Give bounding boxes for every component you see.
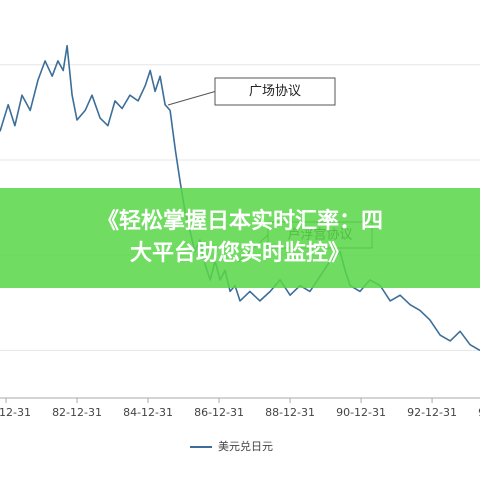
x-tick-label: 84-12-31 <box>123 406 173 419</box>
x-tick-label: 80-12-31 <box>0 406 31 419</box>
banner: 《轻松掌握日本实时汇率：四 大平台助您实时监控》 <box>0 188 480 288</box>
x-tick-label: 86-12-31 <box>194 406 244 419</box>
annotation-leader <box>167 91 216 106</box>
x-tick-label: 94-12-31 <box>478 406 480 419</box>
x-tick-label: 90-12-31 <box>336 406 386 419</box>
legend-label: 美元兑日元 <box>218 439 273 453</box>
annotation-box <box>214 77 336 106</box>
annotation-text: 广场协议 <box>249 84 301 99</box>
x-tick-label: 88-12-31 <box>265 406 315 419</box>
x-tick-label: 82-12-31 <box>52 406 102 419</box>
banner-line: 大平台助您实时监控》 <box>129 241 350 266</box>
banner-line: 《轻松掌握日本实时汇率：四 <box>96 209 383 234</box>
x-tick-label: 92-12-31 <box>407 406 457 419</box>
